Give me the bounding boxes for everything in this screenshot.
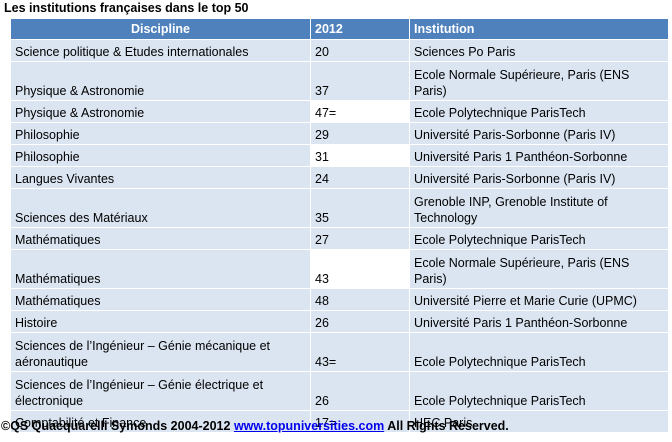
discipline-cell: Sciences de l’Ingénieur – Génie mécaniqu… xyxy=(10,332,311,372)
rank-cell: 27 xyxy=(310,227,410,250)
table-row: Physique & Astronomie 47= Ecole Polytech… xyxy=(10,100,669,123)
rank-cell: 43= xyxy=(310,332,410,372)
rank-cell: 26 xyxy=(310,310,410,333)
rights-text: All Rights Reserved. xyxy=(387,419,509,433)
discipline-cell: Mathématiques xyxy=(10,227,311,250)
discipline-cell: Sciences de l’Ingénieur – Génie électriq… xyxy=(10,371,311,411)
rank-cell: 17= xyxy=(310,410,410,433)
rank-cell: 47= xyxy=(310,100,410,123)
table-row: Philosophie 29 Université Paris-Sorbonne… xyxy=(10,122,669,145)
table-row: Mathématiques 48 Université Pierre et Ma… xyxy=(10,288,669,311)
discipline-cell: Physique & Astronomie xyxy=(10,61,311,101)
table-row: Comptabilité et Finance 17= HEC Paris xyxy=(10,410,669,433)
footer: ©QS Quacquarelli Symonds 2004-2012 www.t… xyxy=(1,419,509,433)
discipline-cell: Sciences des Matériaux xyxy=(10,188,311,228)
discipline-cell: Mathématiques xyxy=(10,288,311,311)
discipline-cell: Langues Vivantes xyxy=(10,166,311,189)
column-header-discipline: Discipline xyxy=(10,18,311,40)
institution-cell: Grenoble INP, Grenoble Institute of Tech… xyxy=(409,188,669,228)
institution-cell: Ecole Polytechnique ParisTech xyxy=(409,332,669,372)
rank-cell: 35 xyxy=(310,188,410,228)
rank-cell: 20 xyxy=(310,39,410,62)
copyright-text: ©QS Quacquarelli Symonds 2004-2012 xyxy=(1,419,231,433)
rank-cell: 37 xyxy=(310,61,410,101)
table-row: Sciences de l’Ingénieur – Génie mécaniqu… xyxy=(10,332,669,372)
rank-cell: 43 xyxy=(310,249,410,289)
discipline-cell: Philosophie xyxy=(10,122,311,145)
rankings-table: Discipline 2012 Institution Science poli… xyxy=(10,18,669,433)
discipline-cell: Science politique & Etudes international… xyxy=(10,39,311,62)
rank-cell: 48 xyxy=(310,288,410,311)
table-row: Langues Vivantes 24 Université Paris-Sor… xyxy=(10,166,669,189)
discipline-cell: Physique & Astronomie xyxy=(10,100,311,123)
institution-cell: Université Paris-Sorbonne (Paris IV) xyxy=(409,166,669,189)
institution-cell: Université Paris-Sorbonne (Paris IV) xyxy=(409,122,669,145)
institution-cell: Ecole Polytechnique ParisTech xyxy=(409,100,669,123)
discipline-cell: Mathématiques xyxy=(10,249,311,289)
rank-cell: 26 xyxy=(310,371,410,411)
institution-cell: Ecole Polytechnique ParisTech xyxy=(409,227,669,250)
institution-cell: Ecole Normale Supérieure, Paris (ENS Par… xyxy=(409,61,669,101)
discipline-cell: Comptabilité et Finance xyxy=(10,410,311,433)
table-row: Mathématiques 43 Ecole Normale Supérieur… xyxy=(10,249,669,289)
table-row: Physique & Astronomie 37 Ecole Normale S… xyxy=(10,61,669,101)
page-title: Les institutions françaises dans le top … xyxy=(4,1,249,15)
institution-cell: Université Paris 1 Panthéon-Sorbonne xyxy=(409,310,669,333)
institution-cell: Ecole Polytechnique ParisTech xyxy=(409,371,669,411)
institution-cell: HEC Paris xyxy=(409,410,669,433)
table-row: Sciences de l’Ingénieur – Génie électriq… xyxy=(10,371,669,411)
column-header-year: 2012 xyxy=(310,18,410,40)
institution-cell: Sciences Po Paris xyxy=(409,39,669,62)
table-row: Mathématiques 27 Ecole Polytechnique Par… xyxy=(10,227,669,250)
institution-cell: Université Paris 1 Panthéon-Sorbonne xyxy=(409,144,669,167)
institution-cell: Ecole Normale Supérieure, Paris (ENS Par… xyxy=(409,249,669,289)
website-link[interactable]: www.topuniversities.com xyxy=(233,419,385,433)
rank-cell: 29 xyxy=(310,122,410,145)
discipline-cell: Philosophie xyxy=(10,144,311,167)
table-row: Philosophie 31 Université Paris 1 Panthé… xyxy=(10,144,669,167)
table-row: Sciences des Matériaux 35 Grenoble INP, … xyxy=(10,188,669,228)
discipline-cell: Histoire xyxy=(10,310,311,333)
rank-cell: 31 xyxy=(310,144,410,167)
rank-cell: 24 xyxy=(310,166,410,189)
institution-cell: Université Pierre et Marie Curie (UPMC) xyxy=(409,288,669,311)
table-row: Histoire 26 Université Paris 1 Panthéon-… xyxy=(10,310,669,333)
table-header-row: Discipline 2012 Institution xyxy=(10,18,669,40)
column-header-institution: Institution xyxy=(409,18,669,40)
table-row: Science politique & Etudes international… xyxy=(10,39,669,62)
